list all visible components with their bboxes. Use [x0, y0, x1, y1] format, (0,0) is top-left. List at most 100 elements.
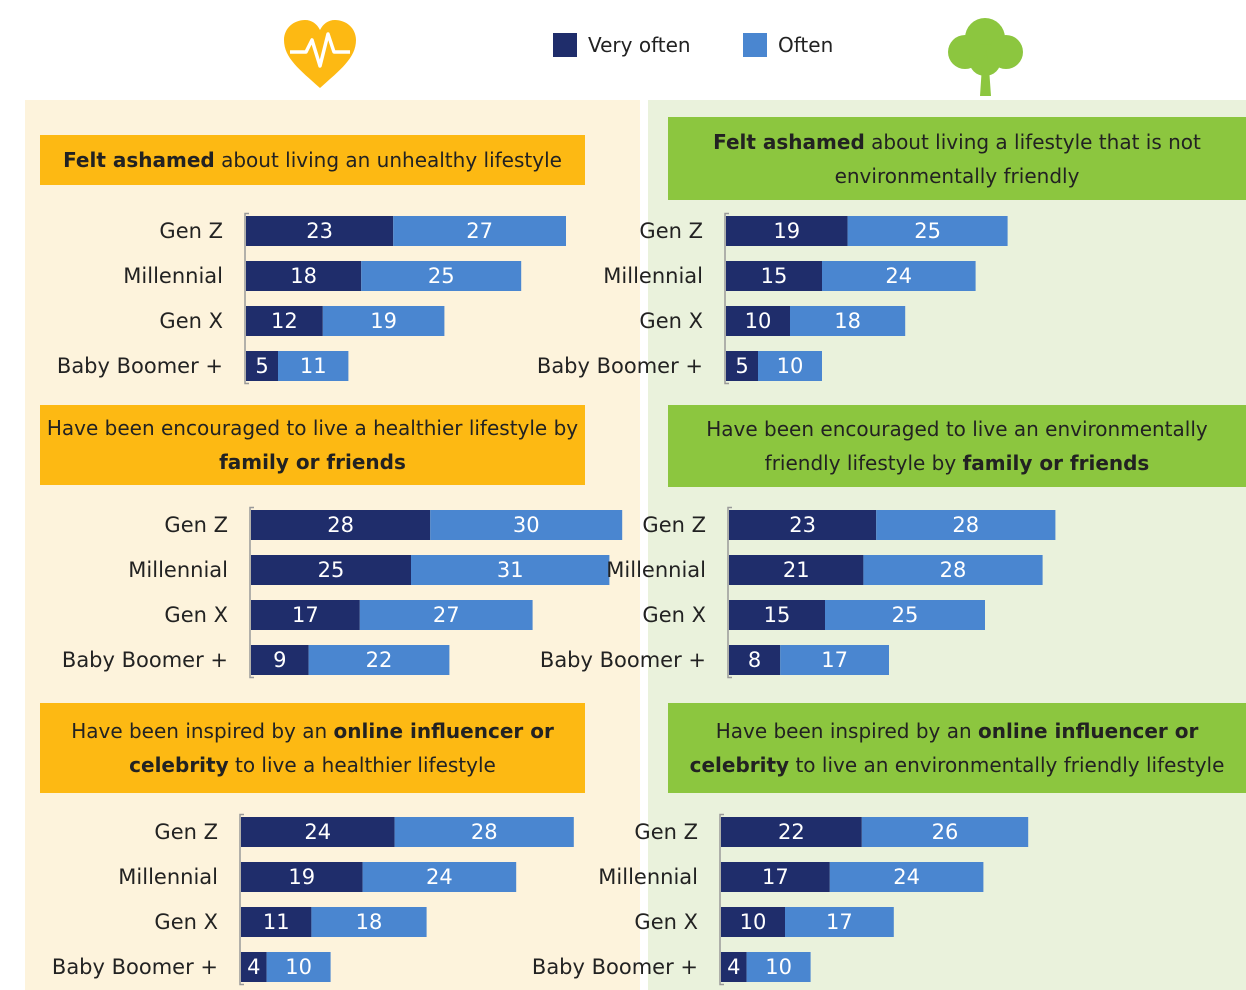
legend-label: Often [778, 33, 833, 57]
value-label: 10 [740, 910, 767, 934]
bar-segment [785, 907, 894, 937]
title-part: family or friends [962, 451, 1150, 475]
category-label: Baby Boomer + [52, 955, 218, 979]
bar-segment [721, 817, 862, 847]
bar-segment [251, 645, 309, 675]
bar-segment [825, 600, 985, 630]
bar-segment [411, 555, 610, 585]
title-part: Have been inspired by an [71, 719, 334, 743]
bar-segment [758, 351, 822, 381]
bar-segment [729, 555, 864, 585]
value-label: 23 [306, 219, 333, 243]
bar-segment [308, 645, 450, 675]
bar-segment [361, 261, 522, 291]
title-part: Have been inspired by an [715, 719, 979, 743]
bar-segment [311, 907, 427, 937]
value-label: 17 [762, 865, 789, 889]
value-label: 24 [893, 865, 920, 889]
value-label: 5 [255, 354, 268, 378]
bar-segment [322, 306, 445, 336]
category-label: Baby Boomer + [540, 648, 706, 672]
bar-segment [241, 907, 312, 937]
category-label: Gen X [154, 910, 218, 934]
axis-line [249, 506, 254, 679]
value-label: 11 [300, 354, 327, 378]
category-label: Baby Boomer + [62, 648, 228, 672]
bar-segment [251, 555, 411, 585]
value-label: 28 [940, 558, 967, 582]
bar-segment [829, 862, 984, 892]
category-label: Gen X [164, 603, 228, 627]
value-label: 26 [932, 820, 959, 844]
value-label: 5 [735, 354, 748, 378]
value-label: 11 [263, 910, 290, 934]
category-label: Millennial [603, 264, 703, 288]
bar-segment [729, 645, 781, 675]
value-label: 18 [834, 309, 861, 333]
value-label: 10 [745, 309, 772, 333]
title-part: Have been encouraged to live a healthier… [46, 416, 579, 440]
title-part: Have been encouraged to live an environm… [706, 417, 1208, 475]
bar-segment [721, 907, 785, 937]
value-label: 15 [761, 264, 788, 288]
bar-segment [241, 862, 363, 892]
bar-segment [790, 306, 906, 336]
title-part: Felt ashamed [713, 129, 865, 154]
chart-title-text: Felt ashamed about living a lifestyle th… [674, 125, 1240, 193]
chart-title: Have been encouraged to live an environm… [668, 405, 1246, 487]
bar-segment [721, 952, 747, 982]
chart-title: Have been inspired by an online influenc… [668, 703, 1246, 793]
bar-segment [359, 600, 533, 630]
value-label: 22 [778, 820, 805, 844]
chart-title: Felt ashamed about living an unhealthy l… [40, 135, 585, 185]
title-part: about living a lifestyle that is not env… [834, 129, 1201, 188]
legend-label: Very often [588, 33, 691, 57]
bar-segment [246, 306, 323, 336]
value-label: 19 [370, 309, 397, 333]
value-label: 28 [327, 513, 354, 537]
axis-line [719, 813, 724, 986]
value-label: 25 [914, 219, 941, 243]
value-label: 25 [428, 264, 455, 288]
axis-line [727, 506, 732, 679]
bar-segment [246, 216, 394, 246]
category-label: Millennial [598, 865, 698, 889]
title-part: about living an unhealthy lifestyle [214, 148, 562, 172]
value-label: 10 [765, 955, 792, 979]
value-label: 18 [290, 264, 317, 288]
chart-title: Have been inspired by an online influenc… [40, 703, 585, 793]
heart-icon [284, 20, 356, 88]
axis-line [724, 212, 729, 385]
chart-title-text: Felt ashamed about living an unhealthy l… [63, 143, 562, 177]
chart-title: Have been encouraged to live a healthier… [40, 405, 585, 485]
value-label: 4 [727, 955, 740, 979]
bar-segment [847, 216, 1008, 246]
category-label: Gen Z [164, 513, 228, 537]
bar-segment [246, 351, 278, 381]
value-label: 30 [513, 513, 540, 537]
category-label: Millennial [123, 264, 223, 288]
bar-segment [721, 862, 830, 892]
category-label: Millennial [606, 558, 706, 582]
bar-segment [861, 817, 1029, 847]
value-label: 17 [821, 648, 848, 672]
bar-segment [729, 510, 877, 540]
value-label: 27 [433, 603, 460, 627]
bar-segment [822, 261, 976, 291]
bar-segment [726, 216, 848, 246]
category-label: Baby Boomer + [532, 955, 698, 979]
tree-icon [948, 18, 1023, 96]
value-label: 10 [285, 955, 312, 979]
value-label: 24 [426, 865, 453, 889]
chart-title-text: Have been inspired by an online influenc… [46, 714, 579, 782]
axis-line [239, 813, 244, 986]
bar-segment [726, 306, 790, 336]
value-label: 22 [366, 648, 393, 672]
bar-segment [876, 510, 1056, 540]
category-label: Gen X [159, 309, 223, 333]
value-label: 10 [777, 354, 804, 378]
category-label: Baby Boomer + [57, 354, 223, 378]
value-label: 17 [826, 910, 853, 934]
value-label: 15 [764, 603, 791, 627]
category-label: Gen Z [634, 820, 698, 844]
